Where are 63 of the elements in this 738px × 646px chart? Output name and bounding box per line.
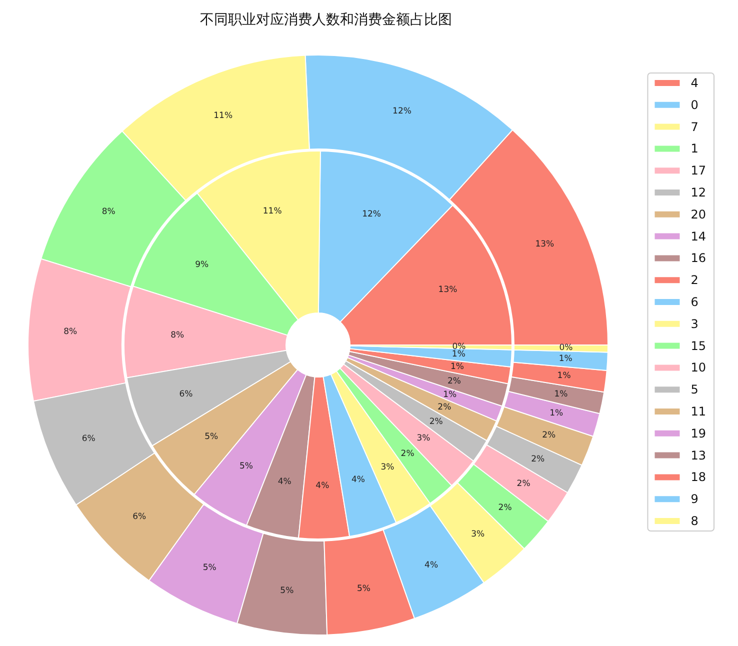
- legend-label: 1: [690, 142, 698, 156]
- data-label: 1%: [443, 390, 457, 400]
- legend-label: 20: [690, 207, 706, 222]
- data-label: 6%: [179, 389, 193, 400]
- data-label: 3%: [471, 530, 485, 540]
- data-label: 13%: [535, 239, 554, 250]
- data-label: 2%: [531, 454, 545, 465]
- data-label: 11%: [214, 110, 233, 121]
- legend-label: 7: [690, 120, 698, 134]
- data-label: 2%: [447, 376, 461, 386]
- legend-label: 17: [690, 164, 706, 178]
- data-label: 0%: [559, 343, 573, 354]
- data-label: 4%: [316, 480, 330, 491]
- chart-title: 不同职业对应消费人数和消费金额占比图: [200, 12, 452, 28]
- data-label: 4%: [351, 475, 365, 486]
- legend-label: 10: [690, 360, 706, 375]
- legend-label: 18: [690, 470, 706, 484]
- data-label: 1%: [452, 350, 466, 360]
- data-label: 2%: [438, 402, 452, 412]
- legend-label: 12: [690, 186, 706, 200]
- legend-label: 6: [690, 295, 698, 309]
- data-label: 13%: [438, 284, 458, 295]
- data-label: 2%: [429, 417, 443, 428]
- data-label: 8%: [64, 326, 78, 337]
- data-label: 3%: [416, 434, 430, 444]
- legend-label: 5: [690, 382, 698, 397]
- data-label: 1%: [450, 362, 464, 372]
- data-label: 1%: [557, 371, 571, 382]
- legend-label: 19: [690, 426, 706, 440]
- data-label: 6%: [82, 434, 96, 444]
- legend-label: 8: [690, 514, 698, 528]
- data-label: 5%: [202, 563, 216, 574]
- data-label: 5%: [280, 586, 294, 596]
- legend-label: 14: [690, 229, 706, 244]
- data-label: 6%: [132, 512, 146, 522]
- data-label: 2%: [498, 502, 512, 513]
- legend-label: 0: [690, 98, 698, 112]
- data-label: 5%: [239, 461, 253, 472]
- legend-label: 15: [690, 338, 706, 353]
- data-label: 8%: [102, 207, 116, 218]
- data-label: 4%: [424, 560, 438, 571]
- data-label: 11%: [262, 206, 282, 217]
- legend-label: 2: [690, 273, 698, 288]
- legend-label: 4: [690, 76, 698, 90]
- data-label: 3%: [380, 462, 394, 473]
- data-label: 9%: [195, 260, 209, 270]
- data-label: 1%: [554, 390, 568, 400]
- data-label: 2%: [400, 448, 414, 459]
- data-label: 4%: [278, 477, 292, 487]
- data-label: 8%: [170, 330, 184, 340]
- legend-label: 11: [690, 404, 706, 418]
- legend-label: 3: [690, 316, 698, 331]
- legend-label: 13: [690, 448, 706, 462]
- data-label: 5%: [356, 584, 370, 594]
- data-label: 12%: [392, 106, 412, 117]
- data-label: 12%: [362, 210, 381, 220]
- data-label: 2%: [516, 478, 530, 489]
- data-label: 2%: [542, 430, 556, 441]
- legend-label: 16: [690, 251, 706, 266]
- legend-label: 9: [690, 492, 698, 506]
- data-label: 1%: [550, 408, 564, 418]
- data-label: 5%: [204, 432, 218, 442]
- data-label: 1%: [558, 354, 572, 364]
